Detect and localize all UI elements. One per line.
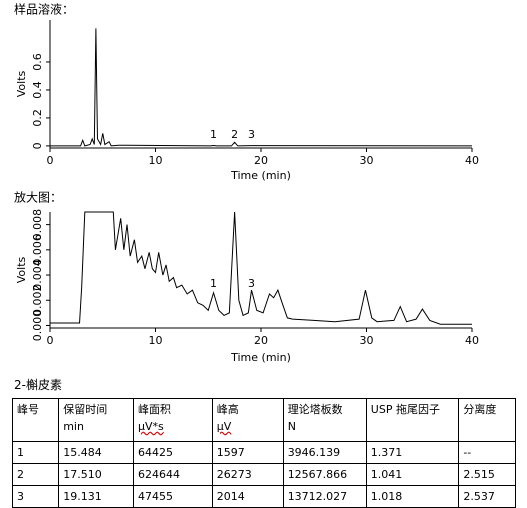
header-text: USP 拖尾因子: [370, 403, 440, 416]
header-text: μV*s: [138, 420, 164, 433]
header-text: μV: [216, 420, 232, 433]
table-cell: 26273: [211, 463, 284, 486]
table-cell: 19.131: [58, 485, 135, 508]
y-tick-label: 0.006: [31, 234, 44, 266]
table-cell: 1.041: [365, 463, 460, 486]
table-cell: 2.515: [458, 463, 516, 486]
table-cell: 12567.866: [282, 463, 367, 486]
y-tick-label: 0.4: [31, 81, 44, 99]
header-cell: USP 拖尾因子: [365, 398, 460, 442]
x-tick-label: 0: [47, 154, 54, 167]
peak-label: 3: [248, 128, 255, 141]
table-cell: 3: [11, 485, 60, 508]
table-cell: 47455: [133, 485, 213, 508]
x-tick-label: 20: [254, 154, 268, 167]
table-cell: --: [458, 441, 516, 464]
trace: [50, 28, 473, 147]
header-text: min: [63, 420, 84, 433]
x-tick-label: 20: [254, 334, 268, 347]
x-tick-label: 40: [465, 334, 479, 347]
y-tick-label: 0.004: [31, 259, 44, 291]
table-cell: 1597: [211, 441, 284, 464]
peak-label: 1: [210, 128, 217, 141]
y-tick-label: 0.000: [31, 310, 44, 342]
header-cell: 峰高 μV: [211, 398, 284, 442]
header-row: 峰号 保留时间 min 峰面积 μV*s 峰高 μV 理论塔板数 N USP 拖尾因子 分离度: [11, 398, 516, 442]
peak-label: 1: [210, 277, 217, 290]
x-tick-label: 30: [360, 334, 374, 347]
table-cell: 2014: [211, 485, 284, 508]
header-text: 峰号: [17, 403, 39, 416]
table-cell: 15.484: [58, 441, 135, 464]
header-text: N: [287, 420, 296, 433]
x-tick-label: 10: [149, 334, 163, 347]
table-cell: 2.537: [458, 485, 516, 508]
y-tick-label: 0.008: [31, 209, 44, 241]
y-tick-label: 0.002: [31, 285, 44, 317]
table-row: 3 19.131 47455 2014 13712.027 1.018 2.537: [11, 485, 516, 508]
table-title: 2-槲皮素: [14, 378, 62, 392]
table-cell: 624644: [133, 463, 213, 486]
header-cell: 峰号: [11, 398, 60, 442]
table-cell: 3946.139: [282, 441, 367, 464]
chart-title: 样品溶液：: [14, 2, 74, 17]
x-tick-label: 10: [149, 154, 163, 167]
x-tick-label: 30: [360, 154, 374, 167]
header-cell: 峰面积 μV*s: [133, 398, 213, 442]
header-cell: 理论塔板数 N: [282, 398, 367, 442]
peak-label: 2: [231, 128, 238, 141]
x-axis-label: Time (min): [230, 169, 291, 182]
table-cell: 1.371: [365, 441, 460, 464]
y-tick-label: 0.2: [31, 109, 44, 127]
y-axis-label: Volts: [15, 256, 28, 283]
trace: [50, 211, 472, 325]
x-axis-label: Time (min): [230, 351, 291, 364]
table-cell: 64425: [133, 441, 213, 464]
header-cell: 保留时间 min: [58, 398, 135, 442]
table-cell: 2: [11, 463, 60, 486]
x-tick-label: 40: [465, 154, 479, 167]
table-cell: 1: [11, 441, 60, 464]
header-text: 峰高: [216, 403, 239, 416]
y-tick-label: 0.6: [31, 53, 44, 70]
header-text: 峰面积: [138, 403, 172, 416]
header-cell: 分离度: [458, 398, 516, 442]
chart-title: 放大图：: [14, 190, 62, 205]
table-row: 2 17.510 624644 26273 12567.866 1.041 2.515: [11, 463, 516, 486]
header-text: 保留时间: [63, 403, 108, 416]
y-axis-label: Volts: [15, 70, 28, 97]
header-text: 理论塔板数: [287, 403, 343, 416]
x-tick-label: 0: [47, 334, 54, 347]
y-tick-label: 0: [31, 142, 44, 149]
table-cell: 17.510: [58, 463, 135, 486]
header-text: 分离度: [463, 403, 497, 416]
table-cell: 1.018: [365, 485, 460, 508]
peak-label: 3: [248, 277, 255, 290]
table-header: 峰号 保留时间 min 峰面积 μV*s 峰高 μV 理论塔板数 N USP 拖尾因子 分离度: [11, 398, 516, 442]
table-row: 1 15.484 64425 1597 3946.139 1.371 --: [11, 441, 516, 464]
table-cell: 13712.027: [282, 485, 367, 508]
